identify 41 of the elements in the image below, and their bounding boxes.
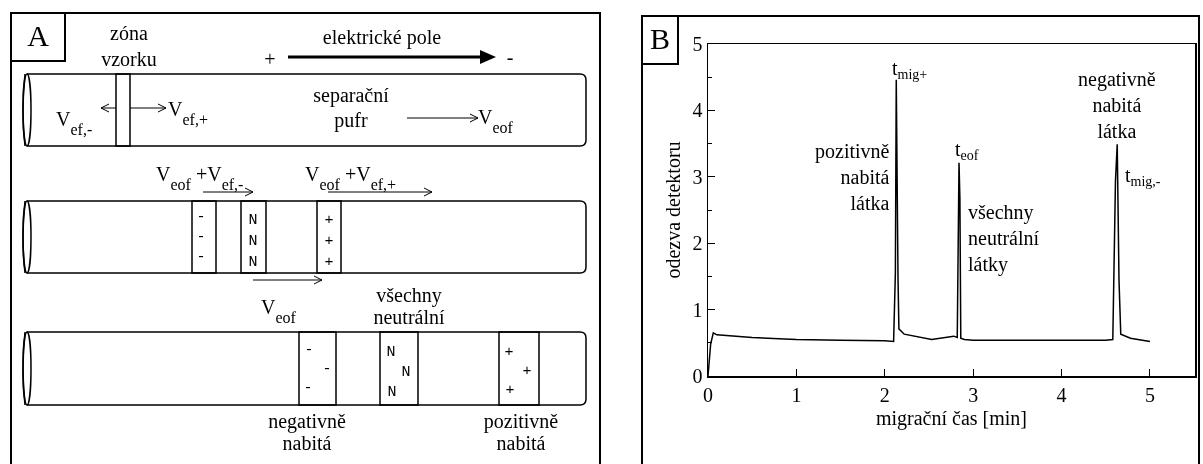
x-axis-title: migrační čas [min] — [875, 406, 1028, 430]
text: V$_{eof}$ — [261, 296, 297, 326]
text: + + + — [324, 212, 334, 271]
text: + + + — [504, 344, 532, 399]
annotation: negativně nabitá látka — [1078, 68, 1156, 142]
annotation: všechny neutrální látky — [968, 201, 1040, 276]
text: pozitivně nabitá — [483, 410, 559, 454]
x-tick-label: 4 — [1056, 383, 1067, 406]
y-tick-label: 5 — [692, 33, 703, 55]
y-tick-label: 1 — [692, 298, 703, 321]
y-tick-label: 2 — [692, 232, 703, 255]
text: V$_{ef,+}$ — [168, 98, 208, 128]
text: N N N — [248, 212, 258, 271]
text: V$_{ef,-}$ — [56, 108, 93, 138]
text: - - - — [303, 342, 332, 397]
annotation: pozitivně nabitá látka — [815, 140, 890, 214]
text: V$_{eof}$ +V$_{ef,+}$ — [305, 163, 397, 193]
x-tick-label: 3 — [968, 383, 979, 406]
text: separační pufr — [313, 84, 390, 132]
annotation: t$_{mig+}$ — [892, 57, 928, 83]
text: N N N — [386, 344, 411, 401]
x-tick-label: 5 — [1144, 383, 1155, 406]
text: všechny neutrální — [373, 284, 445, 328]
annotation: t$_{mig,-}$ — [1125, 164, 1161, 190]
x-tick-label: 1 — [791, 383, 802, 406]
text: V$_{eof}$ — [478, 106, 514, 136]
y-axis-title: odezva detektoru — [662, 141, 685, 279]
y-tick-label: 0 — [692, 365, 703, 387]
text: A — [10, 12, 66, 62]
x-tick-label: 2 — [879, 383, 890, 406]
text: elektrické pole — [322, 26, 442, 49]
y-tick-label: 3 — [692, 165, 703, 188]
y-tick-label: 4 — [692, 99, 703, 122]
chart-title: B — [641, 15, 679, 65]
text: - - - — [196, 209, 206, 266]
text: V$_{eof}$ +V$_{ef,-}$ — [156, 163, 244, 193]
annotation: t$_{eof}$ — [955, 138, 979, 164]
text: negativně nabitá — [268, 410, 346, 454]
text: zóna vzorku — [101, 22, 157, 70]
text: + — [264, 48, 276, 70]
text: - — [506, 46, 514, 68]
